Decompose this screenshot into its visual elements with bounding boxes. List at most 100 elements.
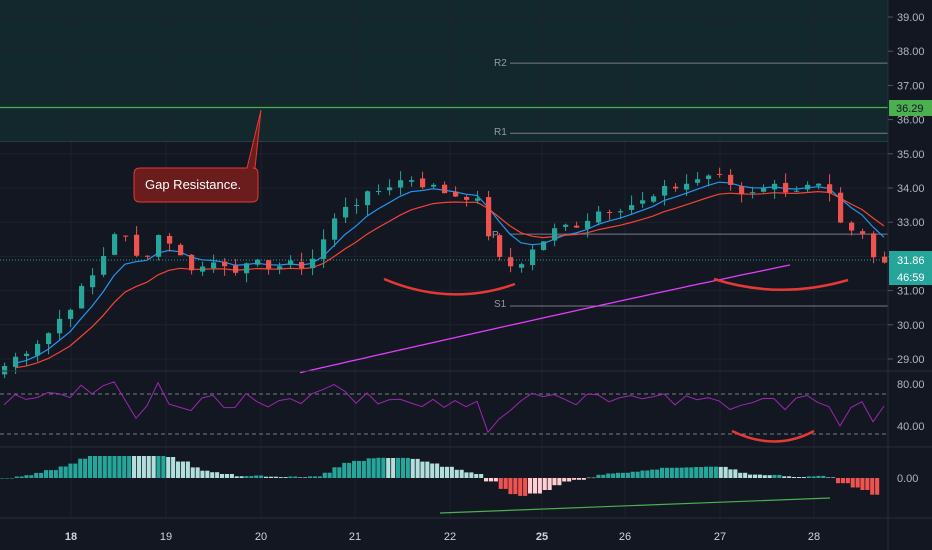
candle-body [662, 185, 668, 196]
candle-body [717, 173, 723, 175]
candle-body [211, 262, 217, 269]
time-tick-label: 27 [714, 531, 726, 543]
macd-histogram-bar [581, 478, 586, 480]
macd-histogram-bar [699, 467, 704, 478]
time-tick-label: 22 [444, 531, 456, 543]
macd-histogram-bar [444, 466, 449, 478]
candle-body [365, 191, 371, 206]
candle-body [387, 187, 393, 191]
candle-body [508, 257, 514, 267]
candle-body [79, 286, 85, 309]
macd-histogram-bar [557, 478, 562, 486]
macd-histogram-bar [53, 470, 58, 478]
macd-histogram-bar [669, 467, 674, 478]
time-tick-label: 26 [619, 531, 631, 543]
pivot-r2-label: R2 [494, 58, 507, 69]
candle-body [453, 191, 459, 197]
candle-body [772, 183, 778, 190]
rsi-tick-label: 80.00 [897, 379, 925, 391]
macd-histogram-bar [366, 458, 371, 478]
candle-body [750, 192, 756, 194]
macd-histogram-bar [532, 478, 537, 494]
macd-histogram-bar [845, 478, 850, 484]
macd-histogram-bar [288, 476, 293, 478]
macd-histogram-bar [410, 458, 415, 478]
candle-body [266, 260, 272, 269]
gap-zone [0, 0, 888, 140]
macd-histogram-bar [210, 472, 215, 478]
candle-body [156, 235, 162, 257]
macd-histogram-bar [73, 463, 78, 478]
candle-body [101, 256, 107, 275]
macd-histogram-bar [708, 466, 713, 478]
candle-body [167, 235, 173, 244]
macd-histogram-bar [537, 478, 542, 494]
macd-histogram-bar [547, 478, 552, 490]
macd-histogram-bar [293, 476, 298, 478]
rsi-bottom-annotation [731, 429, 815, 443]
candle-body [398, 180, 404, 188]
macd-histogram-bar [611, 473, 616, 478]
time-tick-label: 19 [160, 531, 172, 543]
rsi-line [3, 381, 885, 434]
macd-histogram-bar [180, 461, 185, 478]
candle-body [310, 258, 316, 269]
macd-histogram-bar [777, 474, 782, 478]
time-tick-label: 28 [808, 531, 820, 543]
macd-histogram-bar [420, 461, 425, 478]
macd-histogram-bar [552, 478, 557, 486]
candle-body [651, 196, 657, 202]
macd-histogram-bar [493, 478, 498, 482]
price-axis[interactable]: 39.0038.0037.0036.0035.0034.0033.0032.00… [888, 12, 925, 485]
macd-histogram-bar [787, 476, 792, 478]
price-tick-label: 37.00 [897, 80, 925, 92]
macd-histogram-bar [488, 478, 493, 482]
price-tick-label: 38.00 [897, 46, 925, 58]
macd-histogram-bar [0, 478, 5, 479]
macd-histogram-bar [249, 476, 254, 478]
candle-body [189, 254, 195, 271]
macd-histogram-bar [68, 463, 73, 478]
candle-body [541, 241, 547, 251]
macd-histogram-bar [752, 474, 757, 478]
candle-body [596, 211, 602, 223]
macd-histogram-bar [767, 475, 772, 478]
macd-histogram-bar [513, 478, 518, 495]
macd-histogram-bar [190, 467, 195, 478]
macd-histogram-bar [591, 477, 596, 479]
macd-histogram-bar [684, 467, 689, 478]
candle-body [376, 191, 382, 193]
candle-body [431, 184, 437, 187]
candle-body [244, 263, 250, 274]
candle-body [706, 175, 712, 179]
macd-histogram-bar [606, 473, 611, 478]
candle-body [277, 266, 283, 269]
macd-histogram-bar [234, 476, 239, 478]
candle-body [761, 188, 767, 192]
macd-histogram-bar [757, 474, 762, 478]
current-price-tag-bg [889, 251, 932, 285]
macd-histogram-bar [273, 476, 278, 478]
macd-histogram-bar [92, 456, 97, 478]
macd-histogram-bar [83, 458, 88, 478]
macd-histogram-bar [381, 457, 386, 478]
macd-histogram-bar [875, 478, 880, 495]
macd-histogram-bar [88, 456, 93, 478]
macd-histogram-bar [19, 476, 24, 478]
macd-histogram-bar [459, 469, 464, 478]
macd-histogram-bar [400, 457, 405, 478]
macd-histogram-bar [674, 467, 679, 478]
macd-histogram-bar [821, 475, 826, 478]
macd-histogram-bar [283, 477, 288, 478]
macd-histogram-bar [601, 474, 606, 478]
candle-body [200, 266, 206, 272]
candle-body [90, 275, 96, 288]
time-axis[interactable]: 18 19 20 21 22 25 26 27 28 [65, 531, 820, 543]
price-tick-label: 31.00 [897, 286, 925, 298]
macd-histogram-bar [870, 478, 875, 495]
macd-histogram-bar [704, 466, 709, 478]
macd-histogram-bar [826, 477, 831, 478]
macd-histogram-bar [743, 472, 748, 478]
macd-histogram-bar [132, 456, 137, 478]
